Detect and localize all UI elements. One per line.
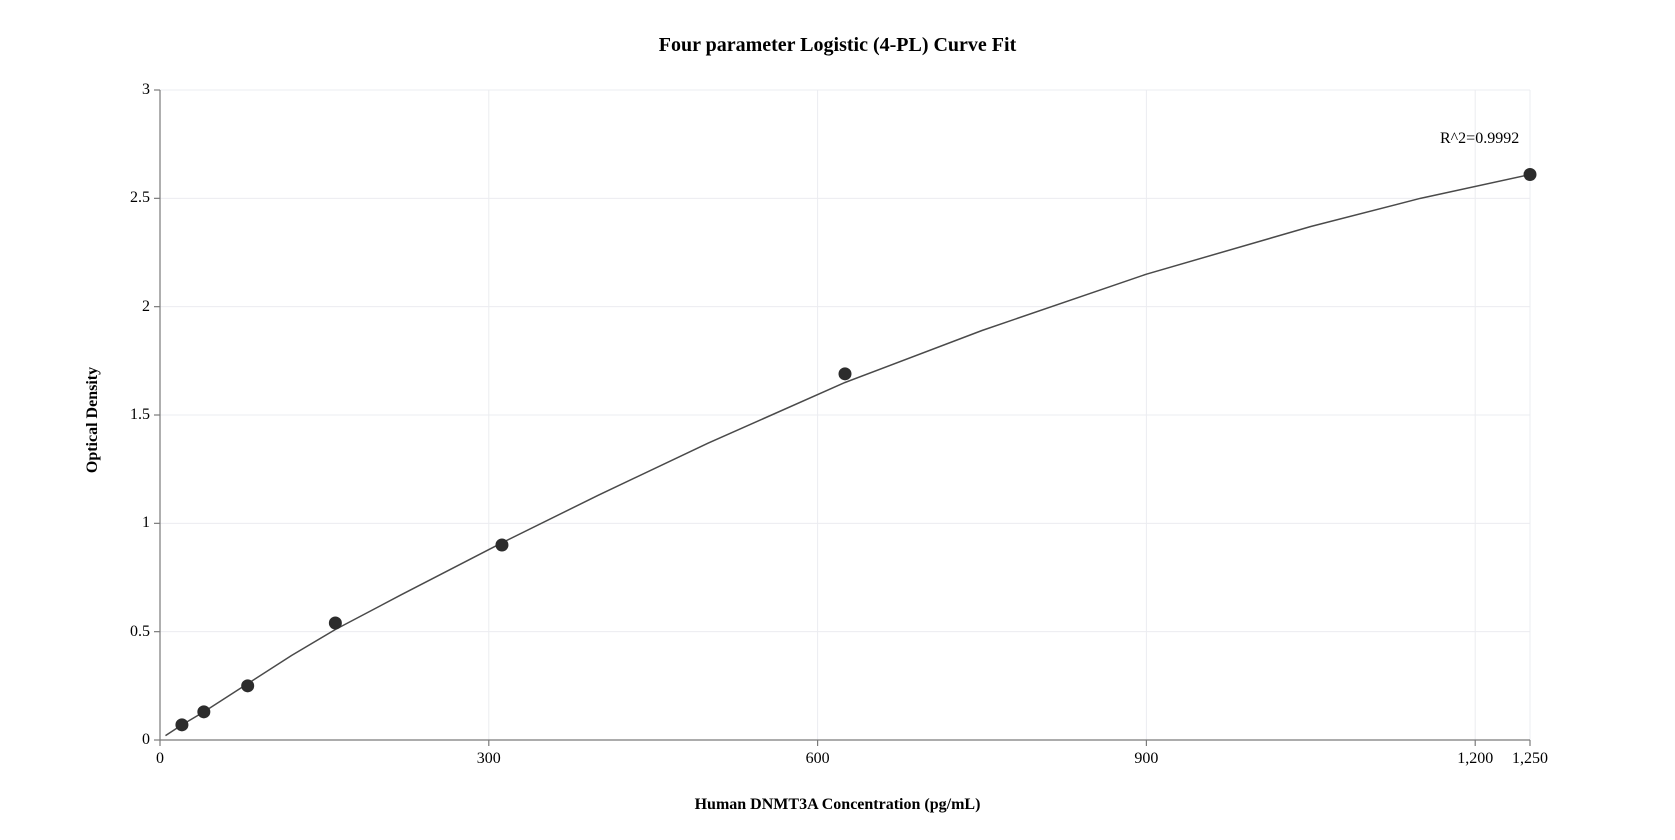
- x-tick-label: 0: [156, 750, 164, 768]
- y-tick-label: 0: [110, 731, 150, 749]
- x-tick-label: 1,250: [1512, 750, 1548, 768]
- y-tick-label: 0.5: [110, 623, 150, 641]
- x-axis-label: Human DNMT3A Concentration (pg/mL): [0, 796, 1675, 814]
- data-point: [329, 617, 342, 630]
- data-point: [241, 679, 254, 692]
- x-tick-label: 900: [1134, 750, 1158, 768]
- y-axis-label: Optical Density: [84, 367, 102, 473]
- x-tick-label: 1,200: [1457, 750, 1493, 768]
- x-tick-label: 600: [806, 750, 830, 768]
- y-tick-label: 2.5: [110, 189, 150, 207]
- x-tick-label: 300: [477, 750, 501, 768]
- data-point: [1524, 168, 1537, 181]
- chart-container: { "chart": { "type": "scatter-line", "ti…: [0, 0, 1675, 840]
- data-point: [495, 539, 508, 552]
- y-tick-label: 1.5: [110, 406, 150, 424]
- y-tick-label: 1: [110, 514, 150, 532]
- data-point: [839, 367, 852, 380]
- y-tick-label: 2: [110, 298, 150, 316]
- y-tick-label: 3: [110, 81, 150, 99]
- data-point: [197, 705, 210, 718]
- r-squared-annotation: R^2=0.9992: [1440, 130, 1519, 148]
- plot-area: [160, 90, 1530, 740]
- data-point: [175, 718, 188, 731]
- chart-title: Four parameter Logistic (4-PL) Curve Fit: [0, 34, 1675, 57]
